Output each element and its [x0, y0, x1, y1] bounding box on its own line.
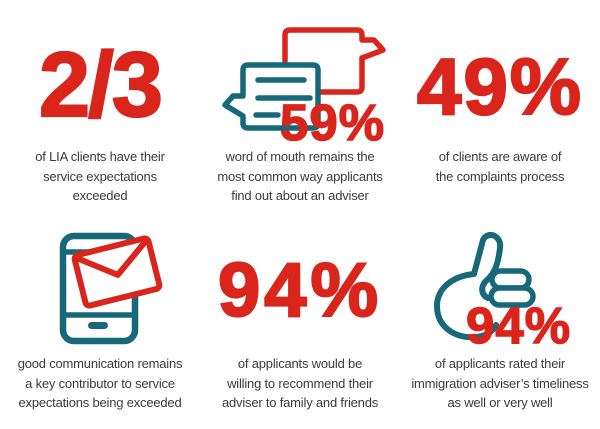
thumbs-up-icon: 94%	[425, 226, 590, 352]
speech-text-lines	[253, 77, 313, 118]
stat-caption: of applicants rated their immigration ad…	[411, 356, 589, 410]
stat-caption: of applicants would be willing to recomm…	[221, 356, 379, 410]
stat-value: 49%	[416, 42, 584, 131]
stat-value: 2/3	[38, 34, 164, 136]
stat-caption: of LIA clients have their service expect…	[35, 149, 165, 203]
envelope-icon	[71, 235, 163, 309]
stat-value: 94%	[465, 297, 572, 354]
phone-envelope-icon	[55, 228, 205, 348]
stat-cell-communication: good communication remains a key contrib…	[0, 210, 200, 429]
stat-cell-lia-clients: 2/3 of LIA clients have their service ex…	[0, 0, 200, 210]
thumb-hand-outline	[434, 231, 504, 341]
stat-value: 59%	[279, 94, 386, 151]
red-speech-bubble	[282, 27, 386, 95]
stat-cell-complaints-process: 49% of clients are aware of the complain…	[400, 0, 600, 210]
speech-bubbles-icon: 59%	[222, 20, 392, 151]
phone-home-button	[88, 322, 108, 329]
stat-caption: good communication remains a key contrib…	[17, 356, 183, 410]
stat-cell-word-of-mouth: 59% word of mouth remains the most commo…	[200, 0, 400, 210]
stat-cell-timeliness: 94% of applicants rated their immigratio…	[400, 210, 600, 429]
stat-caption: of clients are aware of the complaints p…	[435, 149, 565, 184]
stat-value: 94%	[217, 248, 383, 333]
thumb-finger-fold	[479, 245, 503, 301]
thumb-finger-pills	[488, 268, 536, 308]
stat-cell-recommend: 94% of applicants would be willing to re…	[200, 210, 400, 429]
stat-caption: word of mouth remains the most common wa…	[217, 149, 383, 203]
